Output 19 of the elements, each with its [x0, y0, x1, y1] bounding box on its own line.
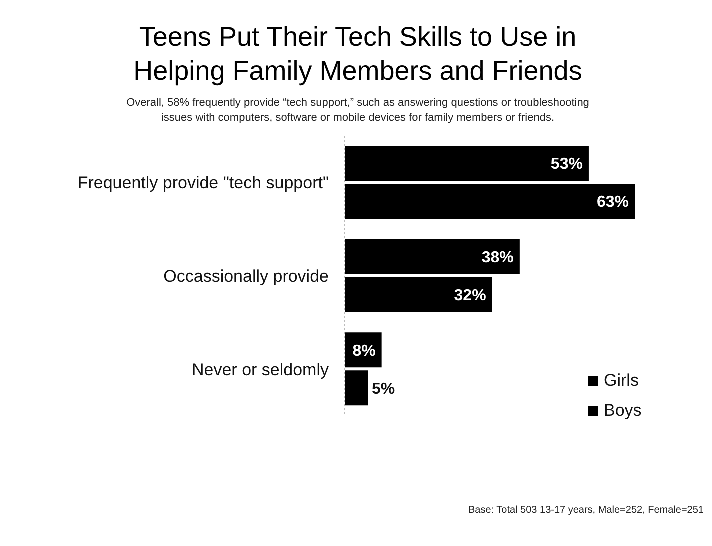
data-label: 32%	[454, 287, 486, 304]
chart-title: Teens Put Their Tech Skills to Use in Helping Family Members and Friends	[132, 21, 584, 88]
text: Base: Total 503 13-17 years, Male=252, Female=251	[468, 505, 704, 516]
data-label: 53%	[550, 156, 583, 174]
data-label: 38%	[482, 249, 514, 266]
bar	[345, 184, 635, 219]
y-tick-label: Never or seldomly	[192, 360, 330, 380]
bar	[345, 146, 589, 181]
legend-label: Girls	[604, 371, 639, 390]
bar	[345, 239, 520, 274]
y-tick-label: Occassionally provide	[164, 267, 329, 286]
chart-subtitle: Overall, 58% frequently provide “tech support,” such as answering questions or troubleshooting issues with computers, software or mobile devices for family members or friends.	[126, 96, 590, 126]
data-label: 63%	[596, 194, 629, 212]
y-tick-label: Frequently provide "tech support"	[78, 174, 329, 193]
bar	[345, 370, 368, 406]
data-label: 8%	[352, 342, 376, 360]
data-label: 5%	[372, 380, 396, 398]
bar	[345, 277, 492, 312]
legend-label: Boys	[604, 401, 642, 420]
